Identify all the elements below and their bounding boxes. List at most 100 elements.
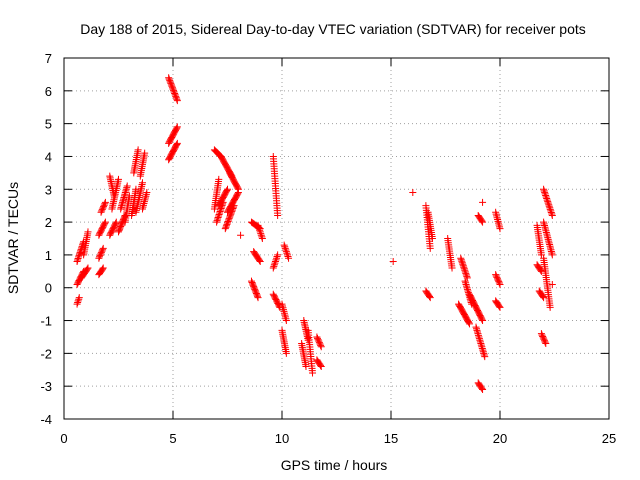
data-point <box>479 385 487 393</box>
x-tick-label: 0 <box>60 431 67 446</box>
y-tick-label: 2 <box>45 215 52 230</box>
data-point <box>465 320 473 328</box>
data-point <box>282 248 290 256</box>
data-point <box>214 214 222 222</box>
data-point <box>134 146 142 154</box>
data-point <box>479 198 487 206</box>
data-point <box>255 256 263 264</box>
data-point <box>123 182 131 190</box>
data-point <box>478 315 486 323</box>
data-point <box>172 92 180 100</box>
data-point <box>282 317 290 325</box>
data-point <box>274 212 282 220</box>
data-point <box>257 231 265 239</box>
data-point <box>272 256 280 264</box>
data-point <box>101 198 109 206</box>
data-point <box>548 210 556 218</box>
data-point <box>226 213 234 221</box>
data-point <box>544 199 552 207</box>
data-point <box>256 226 264 234</box>
data-point <box>546 204 554 212</box>
data-point <box>172 94 180 102</box>
data-point <box>75 253 83 261</box>
data-point <box>215 211 223 219</box>
data-point <box>168 82 176 90</box>
data-point <box>257 230 265 238</box>
data-point <box>75 294 83 302</box>
data-point <box>478 217 486 225</box>
data-point <box>283 249 291 257</box>
data-point <box>458 257 466 265</box>
data-point <box>543 195 551 203</box>
data-point <box>173 95 181 103</box>
data-point <box>463 272 471 280</box>
data-point <box>545 202 553 210</box>
data-point <box>542 340 550 348</box>
data-point <box>495 302 503 310</box>
data-point <box>132 185 140 193</box>
data-point <box>76 250 84 258</box>
data-point <box>479 317 487 325</box>
data-point <box>171 89 179 97</box>
data-point <box>254 294 262 302</box>
data-point <box>462 269 470 277</box>
data-point <box>234 189 242 197</box>
data-point <box>214 215 222 223</box>
data-point <box>284 253 292 261</box>
data-point <box>281 243 289 251</box>
data-point <box>546 205 554 213</box>
data-point <box>541 188 549 196</box>
data-point <box>224 185 231 193</box>
data-point <box>83 265 91 273</box>
data-point <box>254 221 262 229</box>
data-point <box>74 297 82 305</box>
data-point <box>460 265 468 273</box>
data-point <box>112 218 120 226</box>
data-point <box>143 189 151 197</box>
data-point <box>544 198 552 206</box>
data-point <box>166 78 174 86</box>
data-point <box>125 192 133 200</box>
data-point <box>76 248 84 256</box>
data-point <box>173 97 181 105</box>
data-point <box>173 124 181 132</box>
data-point <box>273 254 281 262</box>
data-point <box>282 349 290 357</box>
data-point <box>73 257 81 265</box>
data-point <box>217 206 225 214</box>
data-point <box>460 263 468 271</box>
axis-ticks: -4 -3 -2 -1 0 1 2 3 4 5 6 7 0 5 10 15 20 25 <box>40 51 616 446</box>
data-point <box>274 251 282 259</box>
data-point <box>389 257 397 265</box>
data-point <box>101 200 109 208</box>
data-point <box>167 81 175 89</box>
data-points <box>73 74 556 393</box>
data-point <box>256 228 264 236</box>
data-point <box>426 244 434 252</box>
data-point <box>173 123 181 131</box>
plot-frame <box>63 57 610 420</box>
data-point <box>462 271 470 279</box>
data-point <box>222 223 230 231</box>
data-point <box>173 140 181 148</box>
data-point <box>168 84 176 92</box>
data-point <box>540 187 548 195</box>
data-point <box>75 251 83 259</box>
data-point <box>542 193 550 201</box>
data-point <box>542 191 550 199</box>
data-point <box>166 77 174 85</box>
data-point <box>461 268 469 276</box>
data-point <box>302 362 310 370</box>
data-point <box>84 264 92 272</box>
data-point <box>141 149 149 157</box>
data-point <box>258 235 266 242</box>
chart-title: Day 188 of 2015, Sidereal Day-to-day VTE… <box>80 21 586 37</box>
data-point <box>74 256 82 264</box>
data-point <box>409 189 417 197</box>
data-point <box>84 228 92 236</box>
y-tick-label: 3 <box>45 182 52 197</box>
y-tick-label: 0 <box>45 281 52 296</box>
data-point <box>223 186 231 194</box>
data-point <box>309 369 317 377</box>
